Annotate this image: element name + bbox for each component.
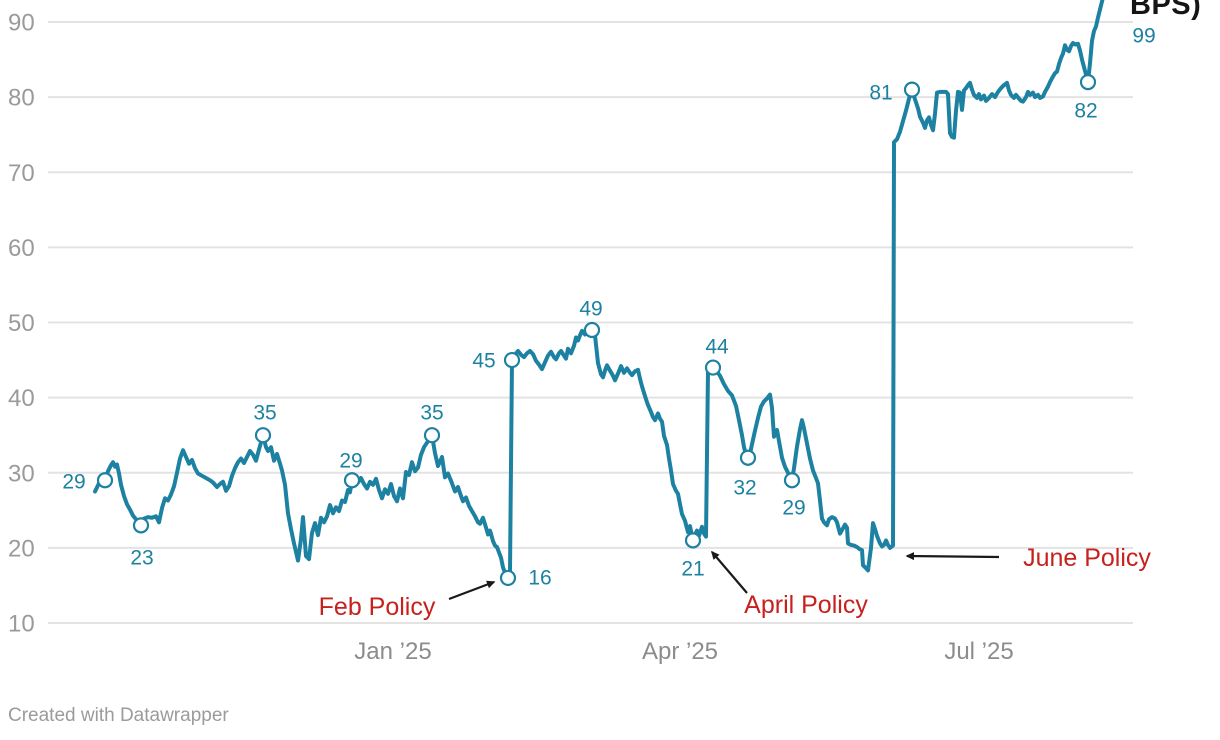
data-point-label: 49: [579, 298, 602, 321]
data-point-label: 21: [681, 558, 704, 581]
data-line: [93, 0, 1105, 580]
data-point-marker: [499, 569, 517, 587]
annotation-label: Feb Policy: [319, 593, 436, 621]
annotation-label: June Policy: [1023, 544, 1151, 572]
data-point-label: 16: [528, 567, 551, 590]
x-axis-label: Apr ’25: [642, 638, 718, 665]
data-point-marker: [254, 427, 272, 444]
data-point-marker: [783, 472, 801, 489]
data-point-label: 35: [253, 402, 276, 425]
data-point-label: 29: [62, 471, 85, 494]
data-point-marker: [739, 449, 757, 466]
x-axis-label: Jan ’25: [354, 638, 431, 665]
data-point-label: 29: [339, 450, 362, 473]
data-point-marker: [903, 81, 921, 98]
y-axis-label: 40: [8, 385, 35, 412]
data-point-label: 44: [705, 336, 729, 359]
data-point-label: 81: [869, 82, 892, 105]
data-point-label: 45: [472, 350, 495, 373]
y-axis-label: 50: [8, 310, 35, 337]
data-point-marker: [704, 359, 722, 376]
annotation-label: April Policy: [744, 591, 868, 619]
chart-title-truncated: BPS): [1130, 0, 1202, 21]
data-point-marker: [343, 472, 361, 489]
y-axis-label: 80: [8, 85, 35, 112]
x-axis-label: Jul ’25: [944, 638, 1013, 665]
data-point-label: 29: [782, 497, 805, 520]
annotation-arrow: [711, 550, 748, 594]
datawrapper-credit: Created with Datawrapper: [8, 705, 229, 726]
annotation-arrow: [905, 552, 1000, 561]
y-axis-label: 70: [8, 160, 35, 187]
data-point-label: 35: [420, 402, 443, 425]
data-point-marker: [132, 517, 150, 534]
data-point-marker: [684, 532, 702, 549]
data-point-marker: [583, 321, 601, 339]
annotation-arrow: [448, 580, 496, 601]
data-point-label: 82: [1074, 100, 1097, 123]
data-point-marker: [423, 427, 441, 444]
data-point-marker: [503, 351, 521, 369]
data-point-marker: [1079, 73, 1097, 91]
data-point-label: 99: [1132, 25, 1155, 48]
y-axis-label: 30: [8, 460, 35, 487]
data-point-marker: [96, 472, 114, 489]
data-point-label: 23: [130, 547, 153, 570]
y-axis-label: 90: [8, 10, 35, 37]
data-point-label: 32: [733, 477, 756, 500]
y-axis-label: 20: [8, 535, 35, 562]
y-axis-label: 10: [8, 611, 35, 638]
y-axis-label: 60: [8, 235, 35, 262]
